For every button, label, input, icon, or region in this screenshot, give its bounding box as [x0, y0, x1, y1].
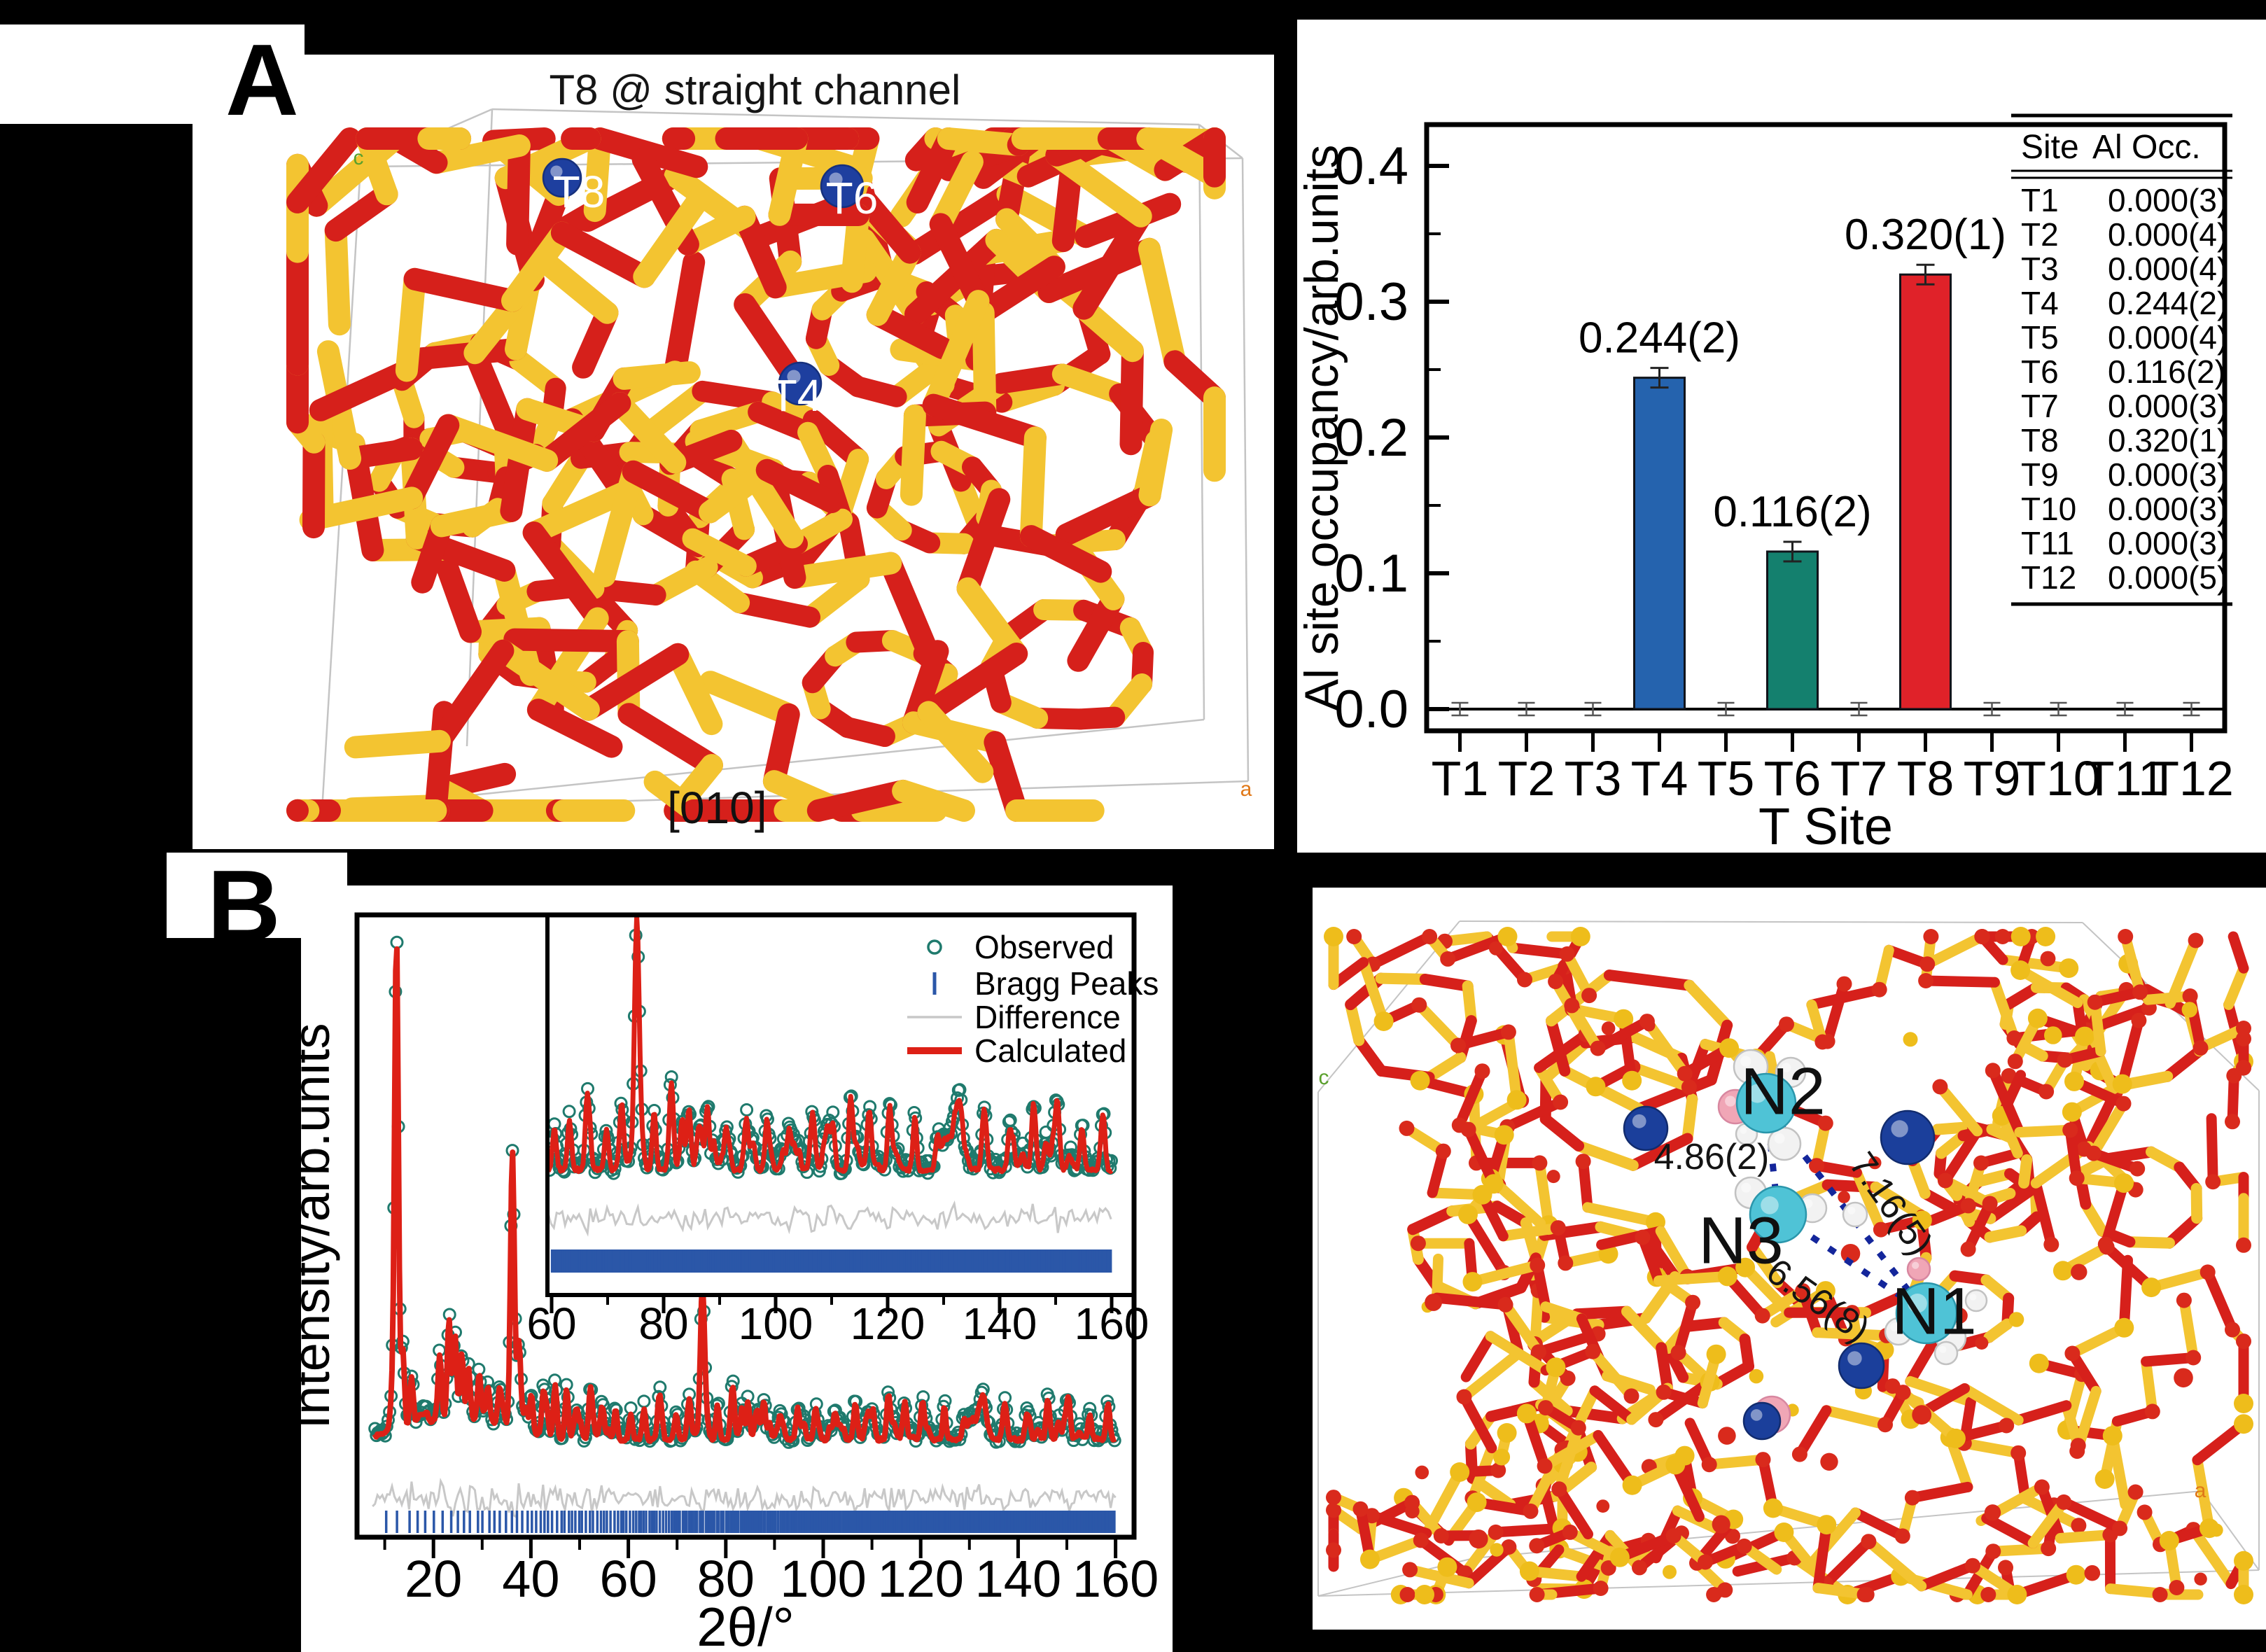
panel-b-structure-card: N2 N3 N1 4.86(2) 7.16(5) 6.56(8) c a — [1313, 888, 2266, 1630]
svg-text:T7: T7 — [2021, 388, 2059, 424]
al-occupancy-chart-svg: 0.00.10.20.30.4T1 T2 T3 T40.244(2)T5 T60.116… — [1297, 113, 2234, 853]
svg-text:T6: T6 — [1764, 751, 1821, 806]
svg-text:160: 160 — [1072, 1550, 1159, 1608]
svg-text:100: 100 — [780, 1550, 866, 1608]
svg-text:T8: T8 — [2021, 422, 2059, 458]
t-site-spheres — [542, 158, 865, 406]
svg-text:T11: T11 — [2021, 525, 2074, 561]
svg-text:T3: T3 — [1565, 751, 1622, 806]
svg-text:0.000(3): 0.000(3) — [2108, 388, 2227, 424]
svg-text:T2: T2 — [2021, 216, 2059, 253]
site-label-t4: T4 — [769, 370, 823, 421]
svg-text:40: 40 — [502, 1550, 559, 1608]
panel-a-chart-card: 0.0 0.1 0.2 0.3 0.4 T1 T2 T3 T4 0.244(2) T5 T6 0.116… — [1297, 20, 2266, 853]
site-label-n1: N1 — [1891, 1274, 1977, 1349]
structure-a-title: T8 @ straight channel — [549, 66, 961, 113]
svg-text:T9: T9 — [2021, 456, 2059, 493]
panel-b-xrd-card: 20 40 60 80 100 120 140 160 2θ/° Intensity/arb.un… — [301, 886, 1173, 1652]
view-direction-label: [010] — [667, 783, 767, 833]
svg-text:T1: T1 — [1432, 751, 1489, 806]
svg-text:0.000(3): 0.000(3) — [2108, 182, 2227, 218]
framework-a — [286, 127, 1226, 822]
site-label-t8: T8 — [552, 167, 606, 217]
svg-text:T5: T5 — [2021, 319, 2059, 356]
svg-text:0.320(1): 0.320(1) — [1845, 211, 2006, 259]
svg-text:T12: T12 — [2149, 751, 2234, 806]
cell-axis-c-label-a: c — [353, 146, 364, 169]
svg-text:0.244(2): 0.244(2) — [2108, 285, 2227, 321]
svg-text:T11: T11 — [2085, 751, 2165, 806]
svg-text:0.2: 0.2 — [1334, 408, 1408, 468]
svg-text:T10: T10 — [2016, 751, 2101, 806]
svg-text:0.000(3): 0.000(3) — [2108, 491, 2227, 527]
cell-axis-c-label-b: c — [1318, 1066, 1329, 1089]
svg-text:0.320(1): 0.320(1) — [2108, 422, 2227, 458]
panel-a-label: A — [225, 23, 299, 136]
svg-text:0.000(3): 0.000(3) — [2108, 456, 2227, 493]
svg-text:0.4: 0.4 — [1334, 136, 1408, 196]
svg-text:Bragg Peaks: Bragg Peaks — [974, 965, 1159, 1002]
svg-text:Difference: Difference — [974, 999, 1121, 1035]
svg-text:T6: T6 — [2021, 354, 2059, 390]
svg-text:0.116(2): 0.116(2) — [2108, 354, 2225, 390]
svg-text:T8: T8 — [1897, 751, 1954, 806]
svg-text:140: 140 — [975, 1550, 1061, 1608]
svg-text:80: 80 — [697, 1550, 755, 1608]
xrd-inset-series — [547, 915, 1134, 1295]
svg-text:0.000(3): 0.000(3) — [2108, 525, 2227, 561]
svg-text:T1: T1 — [2021, 182, 2059, 218]
svg-text:T12: T12 — [2021, 559, 2076, 596]
svg-text:0.3: 0.3 — [1334, 272, 1408, 332]
guest-molecules — [1623, 1049, 1988, 1441]
cell-axis-a-label-a: a — [1240, 778, 1252, 801]
svg-text:0.000(4): 0.000(4) — [2108, 216, 2227, 253]
svg-text:0.1: 0.1 — [1334, 544, 1408, 603]
xrd-main-series — [368, 935, 1121, 1533]
svg-text:80: 80 — [638, 1298, 688, 1349]
svg-text:Al site occupancy/arb.units: Al site occupancy/arb.units — [1297, 145, 1348, 711]
svg-text:Observed: Observed — [974, 929, 1114, 965]
svg-text:T3: T3 — [2021, 251, 2059, 287]
svg-text:160: 160 — [1075, 1298, 1149, 1349]
xrd-rietveld-plot: 20 40 60 80 100 120 140 1602θ/°Intensity/arb.un… — [301, 912, 1159, 1652]
svg-text:T5: T5 — [1698, 751, 1755, 806]
svg-text:Al Occ.: Al Occ. — [2092, 129, 2201, 166]
svg-text:20: 20 — [405, 1550, 462, 1608]
svg-text:60: 60 — [526, 1298, 576, 1349]
svg-text:Intensity/arb.units: Intensity/arb.units — [301, 1023, 340, 1429]
cell-axis-a-label-b: a — [2194, 1479, 2206, 1502]
svg-text:T10: T10 — [2021, 491, 2076, 527]
svg-text:T4: T4 — [2021, 285, 2059, 321]
svg-text:0.000(5): 0.000(5) — [2108, 559, 2227, 596]
svg-text:100: 100 — [739, 1298, 813, 1349]
svg-text:0.000(4): 0.000(4) — [2108, 251, 2227, 287]
panel-b-label: B — [207, 849, 281, 962]
svg-text:Site: Site — [2021, 129, 2079, 166]
site-label-n3: N3 — [1698, 1203, 1784, 1278]
distance-label-n2-n3: 4.86(2) — [1653, 1137, 1770, 1177]
svg-text:120: 120 — [851, 1298, 925, 1349]
svg-text:140: 140 — [963, 1298, 1037, 1349]
svg-text:T7: T7 — [1831, 751, 1888, 806]
framework-b — [1324, 927, 2253, 1604]
svg-text:T Site: T Site — [1758, 797, 1893, 853]
site-label-t6: T6 — [825, 173, 879, 223]
svg-text:T9: T9 — [1964, 751, 2021, 806]
site-label-n2: N2 — [1740, 1054, 1826, 1129]
svg-text:120: 120 — [877, 1550, 963, 1608]
svg-text:0.244(2): 0.244(2) — [1579, 314, 1740, 363]
svg-text:T2: T2 — [1498, 751, 1555, 806]
svg-text:Calculated: Calculated — [974, 1032, 1126, 1069]
svg-text:2θ/°: 2θ/° — [697, 1596, 795, 1652]
zeolite-framework-structure-a — [286, 108, 1250, 822]
panel-a-structure-card: T8 @ straight channel T8 T6 T4 c a [010] — [193, 55, 1274, 849]
svg-text:60: 60 — [599, 1550, 657, 1608]
zeolite-framework-structure-b — [1317, 920, 2260, 1604]
svg-text:0.116(2): 0.116(2) — [1713, 488, 1871, 536]
svg-text:0.0: 0.0 — [1334, 680, 1408, 739]
svg-text:T4: T4 — [1631, 751, 1688, 806]
svg-text:0.000(4): 0.000(4) — [2108, 319, 2227, 356]
